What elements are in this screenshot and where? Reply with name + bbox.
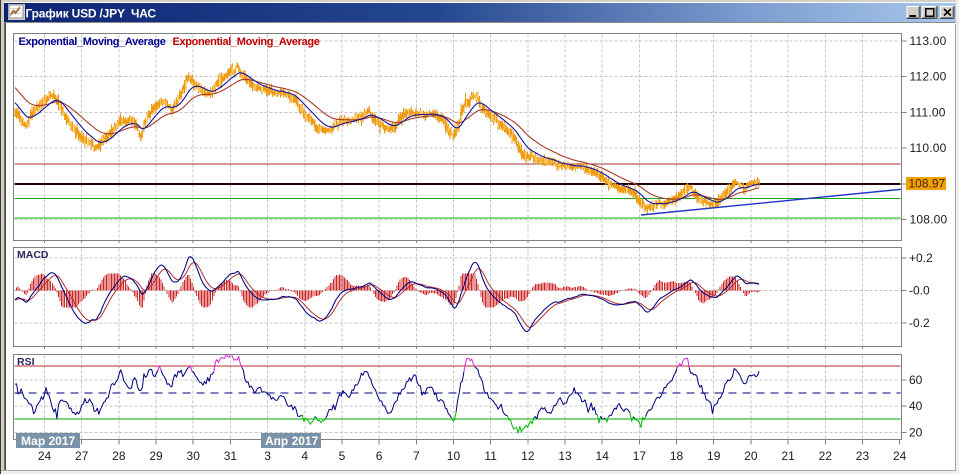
- svg-text:28: 28: [112, 449, 126, 463]
- svg-text:4: 4: [301, 449, 308, 463]
- svg-text:31: 31: [224, 449, 238, 463]
- svg-text:29: 29: [149, 449, 163, 463]
- svg-text:113.00: 113.00: [910, 34, 947, 48]
- svg-text:График USD /JPY ЧАС: График USD /JPY ЧАС: [26, 7, 157, 21]
- svg-text:23: 23: [856, 449, 870, 463]
- svg-text:Exponential_Moving_Average: Exponential_Moving_Average: [19, 36, 166, 48]
- svg-text:22: 22: [819, 449, 833, 463]
- svg-text:60: 60: [909, 373, 923, 387]
- svg-text:13: 13: [558, 449, 572, 463]
- svg-text:19: 19: [707, 449, 721, 463]
- svg-text:24: 24: [893, 449, 907, 463]
- svg-text:108.00: 108.00: [910, 212, 948, 226]
- svg-text:111.00: 111.00: [910, 105, 946, 119]
- svg-text:Exponential_Moving_Average: Exponential_Moving_Average: [173, 36, 320, 48]
- svg-text:-0.0: -0.0: [909, 284, 930, 298]
- svg-text:+0.2: +0.2: [909, 251, 933, 265]
- svg-text:40: 40: [909, 399, 923, 413]
- svg-text:7: 7: [413, 449, 420, 463]
- svg-text:RSI: RSI: [17, 356, 35, 368]
- svg-text:108.97: 108.97: [909, 177, 946, 191]
- svg-text:17: 17: [633, 449, 647, 463]
- svg-text:6: 6: [376, 449, 383, 463]
- svg-text:12: 12: [521, 449, 535, 463]
- svg-text:20: 20: [909, 426, 923, 440]
- svg-text:112.00: 112.00: [910, 70, 947, 84]
- svg-text:-0.2: -0.2: [909, 316, 930, 330]
- svg-text:3: 3: [264, 449, 271, 463]
- svg-text:21: 21: [781, 449, 795, 463]
- svg-text:Мар 2017: Мар 2017: [21, 434, 76, 448]
- svg-text:110.00: 110.00: [910, 141, 947, 155]
- svg-text:24: 24: [38, 449, 52, 463]
- svg-text:MACD: MACD: [17, 249, 49, 261]
- svg-text:20: 20: [744, 449, 758, 463]
- svg-text:30: 30: [187, 449, 201, 463]
- svg-text:5: 5: [339, 449, 346, 463]
- svg-text:18: 18: [670, 449, 684, 463]
- svg-text:14: 14: [596, 449, 610, 463]
- svg-text:Апр 2017: Апр 2017: [265, 434, 319, 448]
- svg-text:27: 27: [75, 449, 89, 463]
- svg-text:11: 11: [484, 449, 497, 463]
- svg-text:10: 10: [447, 449, 461, 463]
